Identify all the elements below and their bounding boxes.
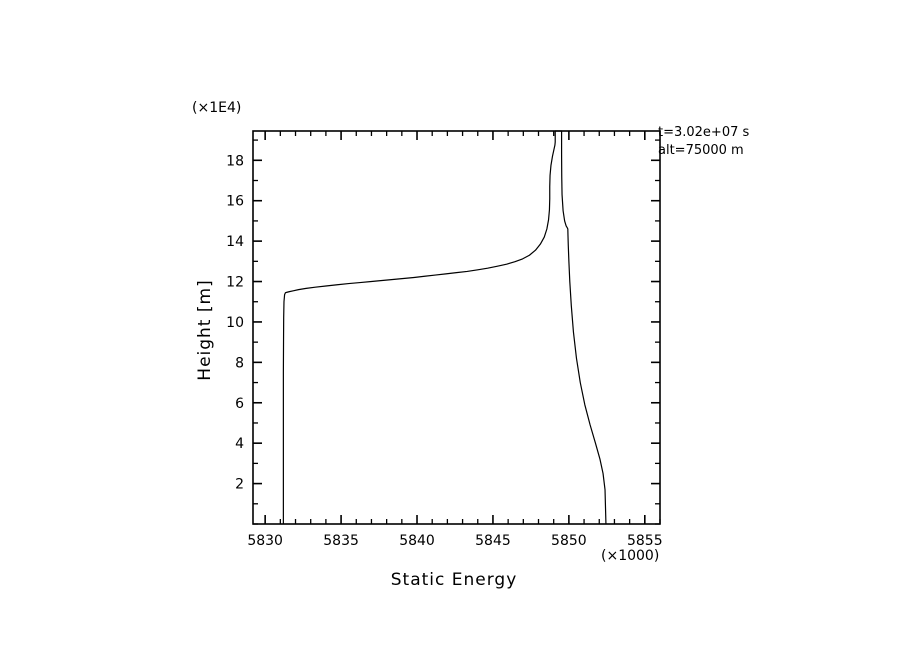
x-axis-minor-ticks	[279, 131, 661, 524]
x-tick-label: 5855	[627, 533, 663, 549]
y-tick-label: 10	[226, 315, 244, 331]
y-axis-multiplier-label: (×1E4)	[192, 100, 241, 116]
x-tick-label: 5835	[323, 533, 359, 549]
altitude-annotation: alt=75000 m	[658, 143, 744, 158]
y-tick-label: 2	[235, 477, 244, 493]
y-tick-label: 12	[226, 275, 244, 291]
static-energy-curve	[282, 130, 607, 525]
y-tick-label: 16	[226, 194, 244, 210]
y-tick-label: 14	[226, 234, 244, 250]
x-tick-label: 5850	[551, 533, 587, 549]
y-tick-label: 18	[226, 153, 244, 169]
time-annotation: t=3.02e+07 s	[658, 125, 750, 140]
y-tick-label: 6	[235, 396, 244, 412]
x-tick-label: 5830	[247, 533, 283, 549]
x-tick-label: 5840	[399, 533, 435, 549]
x-axis-multiplier-label: (×1000)	[601, 548, 659, 564]
x-axis-title: Static Energy	[391, 570, 518, 590]
plot-frame	[252, 130, 661, 525]
x-tick-label: 5845	[475, 533, 511, 549]
y-tick-label: 8	[235, 355, 244, 371]
y-axis-title: Height [m]	[195, 279, 215, 380]
x-axis-tick-labels: 5830 5835 5840 5845 5850 5855	[247, 533, 662, 549]
x-axis-major-ticks	[264, 131, 646, 524]
y-axis-tick-labels: 2 4 6 8 10 12 14 16 18	[226, 153, 244, 492]
y-axis-minor-ticks	[253, 139, 660, 525]
y-tick-label: 4	[235, 436, 244, 452]
y-axis-major-ticks	[253, 159, 660, 485]
